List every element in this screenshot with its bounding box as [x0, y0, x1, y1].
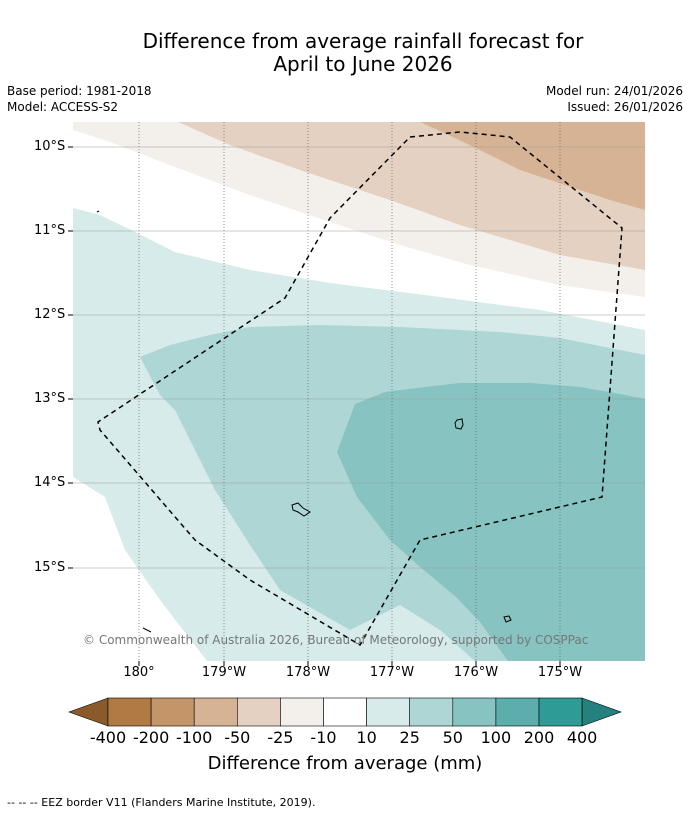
colorbar-tick-label: 50 [442, 728, 463, 747]
meta-right: Model run: 24/01/2026 Issued: 26/01/2026 [546, 83, 683, 115]
island-wallis [291, 502, 311, 517]
colorbar-tick-label: -50 [224, 728, 251, 747]
contour-plus50 [337, 383, 645, 661]
colorbar-tick-label: 400 [566, 728, 598, 747]
colorbar-segment [280, 697, 324, 727]
model-run: Model run: 24/01/2026 [545, 84, 683, 98]
lon-label: 175°W [537, 665, 583, 680]
colorbar-segment [193, 697, 238, 727]
colorbar-segment [366, 697, 411, 727]
colorbar-segment [452, 697, 497, 727]
colorbar-tick-label: -200 [132, 728, 170, 747]
colorbar-tick-label: 25 [399, 728, 420, 747]
meta-left: Base period: 1981-2018 Model: ACCESS-S2 [7, 83, 152, 115]
colorbar-tick-label: -10 [310, 728, 337, 747]
eez-border [97, 131, 623, 647]
colorbar [68, 697, 622, 727]
lat-label: 13°S [34, 391, 66, 406]
colorbar-segment [538, 697, 583, 727]
lat-label: 15°S [34, 560, 66, 575]
colorbar-tick-label: 100 [480, 728, 512, 747]
model-name: Model: ACCESS-S2 [7, 100, 119, 114]
colorbar-segment [409, 697, 454, 727]
lat-label: 14°S [34, 475, 66, 490]
colorbar-segment [323, 697, 367, 727]
eez-footer-note: -- -- -- EEZ border V11 (Flanders Marine… [7, 796, 316, 809]
lat-label: 12°S [34, 307, 66, 322]
colorbar-arrow-left [68, 697, 109, 727]
colorbar-segment [237, 697, 281, 727]
colorbar-segment [150, 697, 195, 727]
lon-label: 179°W [201, 665, 247, 680]
colorbar-segment [495, 697, 540, 727]
tick-marks [68, 146, 561, 666]
colorbar-tick-label: 10 [356, 728, 377, 747]
base-period: Base period: 1981-2018 [7, 84, 152, 98]
colorbar-tick-label: 200 [523, 728, 555, 747]
lon-label: 176°W [453, 665, 499, 680]
island-small [503, 615, 512, 623]
colorbar-tick-label: -100 [176, 728, 213, 747]
map-area [73, 122, 645, 661]
copyright-notice: © Commonwealth of Australia 2026, Bureau… [83, 633, 589, 647]
issued-date: Issued: 26/01/2026 [567, 100, 683, 114]
lat-label: 11°S [34, 223, 66, 238]
colorbar-tick-label: -400 [89, 728, 127, 747]
lon-label: 177°W [369, 665, 415, 680]
island-niuafoou [454, 418, 464, 430]
map-title: Difference from average rainfall forecas… [0, 30, 690, 76]
colorbar-tick-label: -25 [267, 728, 294, 747]
colorbar-arrow-right [581, 697, 622, 727]
colorbar-segment [107, 697, 152, 727]
colorbar-title: Difference from average (mm) [207, 753, 483, 774]
island-dot-1 [96, 210, 100, 213]
title-line-1: Difference from average rainfall forecas… [142, 29, 584, 53]
lon-label: 180° [123, 665, 155, 680]
lon-label: 178°W [285, 665, 331, 680]
title-line-2: April to June 2026 [273, 52, 453, 76]
lat-gridlines [73, 146, 645, 569]
lat-label: 10°S [34, 139, 66, 154]
island-dot-2 [142, 627, 152, 633]
